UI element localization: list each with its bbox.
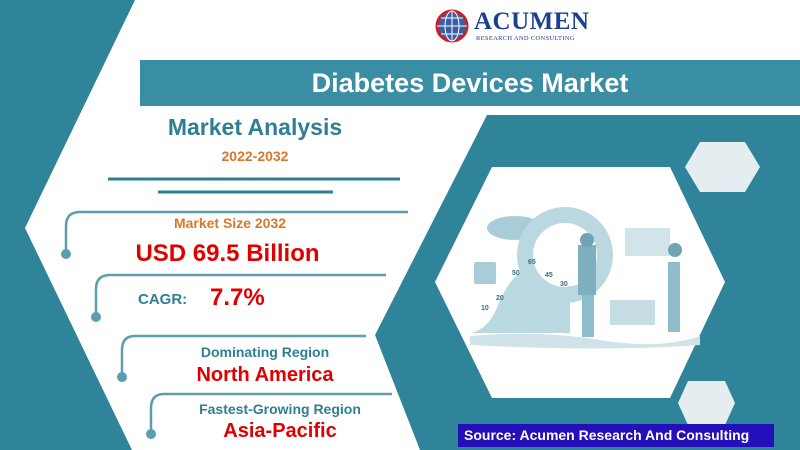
connector-dot — [61, 249, 71, 259]
connector-dot — [117, 372, 127, 382]
fastest-region-value: Asia-Pacific — [223, 420, 337, 442]
page-title: Diabetes Devices Market — [140, 60, 800, 106]
connector-line — [120, 334, 366, 377]
illustration-label: 20 — [496, 295, 504, 302]
connector-line — [149, 392, 392, 433]
data-analytics-illustration — [470, 207, 700, 349]
acumen-logo: ACUMEN RESEARCH AND CONSULTING — [432, 6, 602, 46]
logo-tagline: RESEARCH AND CONSULTING — [476, 35, 575, 42]
dominating-region-label: Dominating Region — [200, 344, 330, 360]
cagr-value: 7.7% — [210, 284, 265, 311]
cagr-label: CAGR: — [138, 291, 188, 308]
analysis-period: 2022-2032 — [221, 148, 289, 164]
illustration-label: 50 — [512, 270, 520, 277]
connector-line — [64, 210, 408, 253]
connector-dot — [146, 429, 156, 439]
illustration-label: 45 — [545, 272, 553, 279]
analysis-heading: Market Analysis — [167, 114, 343, 140]
logo-name: ACUMEN — [474, 8, 590, 35]
illustration-label: 10 — [481, 305, 489, 312]
market-size-label: Market Size 2032 — [173, 215, 287, 231]
small-hexagon-top — [685, 142, 760, 192]
left-teal-shape — [0, 0, 135, 450]
dominating-region-value: North America — [196, 364, 334, 386]
fastest-region-label: Fastest-Growing Region — [199, 401, 361, 417]
connector-line — [94, 273, 386, 317]
illustration-label: 65 — [528, 259, 536, 266]
market-size-value: USD 69.5 Billion — [135, 240, 320, 267]
small-hexagon-bottom — [678, 381, 735, 425]
source-label: Source: Acumen Research And Consulting — [458, 424, 774, 447]
globe-icon — [435, 9, 469, 43]
connector-dot — [91, 312, 101, 322]
illustration-label: 30 — [560, 281, 568, 288]
